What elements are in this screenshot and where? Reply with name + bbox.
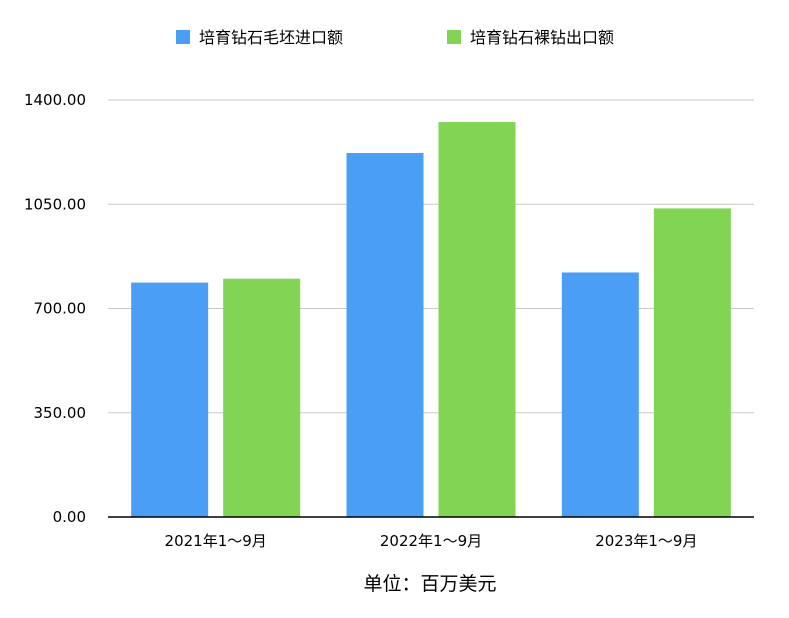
- y-tick-label: 1050.00: [24, 195, 86, 213]
- y-tick-label: 700.00: [34, 300, 87, 318]
- bar-series-1-3: [561, 272, 639, 517]
- bars: [131, 122, 731, 518]
- x-category-label: 2023年1～9月: [595, 532, 697, 550]
- legend-label-2: 培育钻石裸钻出口额: [470, 28, 614, 47]
- bar-series-2-3: [653, 208, 731, 518]
- bar-series-2-1: [223, 278, 301, 517]
- x-category-label: 2021年1～9月: [165, 532, 267, 550]
- x-axis-category-labels: 2021年1～9月 2022年1～9月 2023年1～9月: [165, 532, 698, 550]
- bar-series-1-2: [346, 153, 424, 518]
- bar-series-2-2: [438, 122, 516, 517]
- y-tick-label: 1400.00: [24, 91, 86, 109]
- legend-swatch-1: [176, 30, 190, 44]
- y-tick-label: 0.00: [53, 508, 86, 526]
- unit-label: 单位：百万美元: [363, 573, 496, 595]
- gridlines: [108, 99, 754, 414]
- y-axis-tick-labels: 0.00 350.00 700.00 1050.00 1400.00: [24, 91, 86, 526]
- bar-series-1-1: [131, 282, 209, 517]
- legend-swatch-2: [447, 30, 461, 44]
- x-category-label: 2022年1～9月: [380, 532, 482, 550]
- legend-label-1: 培育钻石毛坯进口额: [199, 28, 343, 47]
- y-tick-label: 350.00: [34, 404, 87, 422]
- legend: 培育钻石毛坯进口额 培育钻石裸钻出口额: [176, 28, 614, 47]
